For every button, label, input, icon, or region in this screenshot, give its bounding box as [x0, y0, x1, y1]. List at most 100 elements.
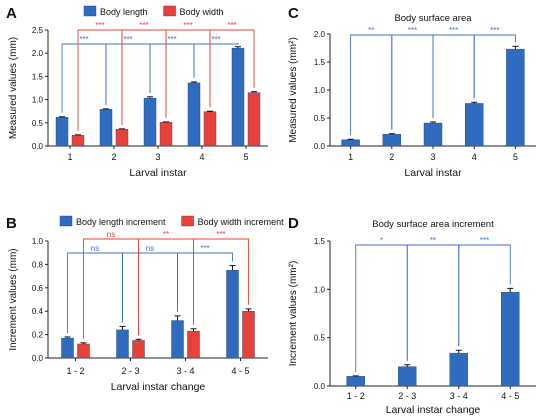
significance-label: ns — [91, 244, 99, 253]
y-tick-label: 1.5 — [314, 237, 326, 246]
legend-swatch — [163, 5, 176, 17]
bar — [465, 103, 484, 147]
x-tick-label: 4 - 5 — [231, 366, 249, 376]
bar — [187, 82, 201, 147]
legend-swatch — [59, 215, 73, 227]
significance-bracket — [355, 244, 408, 372]
bar — [116, 329, 129, 359]
bar — [55, 117, 69, 147]
y-tick-label: 0.0 — [32, 354, 44, 363]
significance-label: *** — [227, 21, 236, 30]
y-axis-label: Measured values (mm) — [8, 37, 19, 139]
bar — [382, 134, 401, 147]
bar — [132, 340, 145, 359]
panel-label: A — [6, 5, 17, 22]
significance-bracket — [105, 43, 151, 105]
y-axis-label: Increment values (mm²) — [288, 261, 299, 367]
y-tick-label: 0.4 — [32, 307, 44, 316]
y-tick-label: 2.5 — [32, 26, 44, 35]
bar — [242, 311, 255, 359]
significance-label: ns — [146, 244, 154, 253]
y-tick-label: 0.5 — [314, 334, 326, 343]
panel-label: D — [288, 215, 299, 232]
x-tick-label: 3 - 4 — [450, 391, 468, 401]
significance-label: *** — [408, 26, 417, 35]
bar — [398, 366, 417, 387]
significance-label: ** — [163, 230, 169, 239]
chart-panel-b: B 0.0 0.2 0.4 0.6 0.8 1.0 1 - 2 2 - 3 3 - 4 4 - 5 L… — [6, 215, 284, 393]
significance-label: *** — [123, 35, 132, 44]
significance-label: *** — [200, 244, 209, 253]
chart-panel-c: C Body surface area 0.0 0.5 1.0 1.5 2.0 1 2 3 4 5 La… — [288, 5, 536, 179]
bar — [341, 139, 360, 147]
bar — [71, 135, 85, 147]
y-tick-label: 0.8 — [32, 260, 44, 269]
significance-label: *** — [449, 26, 458, 35]
y-axis-label: Measured values (mm²) — [288, 37, 299, 143]
significance-bracket — [149, 43, 195, 93]
bar — [171, 320, 184, 359]
significance-bracket — [406, 244, 460, 361]
bar — [159, 122, 173, 147]
x-tick-label: 3 - 4 — [176, 366, 194, 376]
x-tick-label: 4 — [199, 152, 204, 162]
significance-label: *** — [480, 236, 489, 245]
x-tick-label: 1 - 2 — [66, 366, 84, 376]
significance-label: *** — [167, 35, 176, 44]
x-tick-label: 2 - 3 — [121, 366, 139, 376]
y-tick-label: 1.5 — [32, 72, 44, 81]
x-tick-label: 3 — [155, 152, 160, 162]
bar — [143, 98, 157, 147]
x-tick-label: 4 — [472, 152, 477, 162]
y-tick-label: 0.5 — [32, 119, 44, 128]
bar — [231, 47, 245, 147]
significance-label: *** — [183, 21, 192, 30]
bar — [187, 330, 200, 359]
significance-label: *** — [211, 35, 220, 44]
significance-label: *** — [139, 21, 148, 30]
chart-panel-d: D Body surface area increment 0.0 0.5 1.0 1.5… — [288, 215, 536, 416]
x-axis-label: Larval instar — [129, 167, 187, 179]
bar — [115, 129, 129, 147]
significance-label: *** — [216, 230, 225, 239]
bar — [99, 109, 113, 147]
chart-title: Body surface area — [394, 13, 472, 24]
x-tick-label: 5 — [513, 152, 518, 162]
x-tick-label: 5 — [243, 152, 248, 162]
y-tick-label: 1.0 — [32, 237, 44, 246]
y-tick-label: 0.0 — [314, 142, 326, 151]
significance-label: *** — [490, 26, 499, 35]
y-tick-label: 1.0 — [32, 96, 44, 105]
x-tick-label: 2 — [111, 152, 116, 162]
x-tick-label: 1 - 2 — [347, 391, 365, 401]
bar — [506, 48, 525, 147]
panel-label: C — [288, 5, 299, 22]
legend-label: Body width increment — [198, 217, 285, 227]
x-tick-label: 4 - 5 — [501, 391, 519, 401]
y-tick-label: 1.5 — [314, 58, 326, 67]
chart-title: Body surface area increment — [372, 219, 494, 230]
significance-bracket — [67, 252, 123, 333]
chart-panel-a: A 0.0 0.5 1.0 1.5 2.0 2.5 1 2 3 4 5 Larval instar Mea… — [6, 5, 268, 179]
y-tick-label: 0.5 — [314, 114, 326, 123]
y-axis-label: Increment values (mm) — [8, 248, 19, 350]
significance-label: * — [380, 236, 383, 245]
significance-bracket — [83, 238, 139, 339]
bar — [449, 352, 468, 387]
legend-label: Body width — [180, 7, 224, 17]
x-axis-label: Larval instar change — [111, 381, 206, 393]
legend-swatch — [83, 5, 97, 17]
x-tick-label: 2 — [389, 152, 394, 162]
significance-bracket — [122, 252, 178, 323]
significance-label: ** — [430, 236, 436, 245]
bar — [226, 270, 239, 359]
significance-bracket — [473, 34, 516, 99]
significance-label: ns — [107, 230, 115, 239]
bar — [346, 376, 365, 387]
significance-bracket — [350, 34, 393, 136]
y-tick-label: 1.0 — [314, 86, 326, 95]
y-tick-label: 2.0 — [314, 30, 326, 39]
significance-bracket — [209, 29, 255, 108]
significance-bracket — [193, 42, 239, 78]
bar — [423, 122, 443, 147]
